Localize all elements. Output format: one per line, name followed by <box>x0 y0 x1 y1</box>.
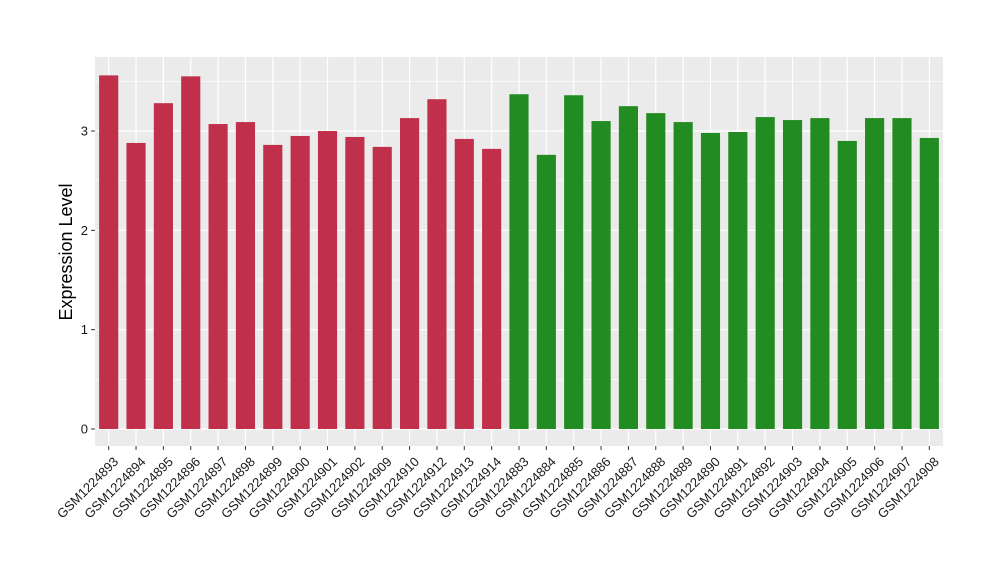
bar-GSM1224886 <box>591 121 611 430</box>
bar-GSM1224898 <box>235 122 256 429</box>
bar-GSM1224890 <box>700 132 721 429</box>
bar-GSM1224901 <box>317 131 338 429</box>
y-axis: 0 1 2 3 <box>81 124 95 437</box>
y-tick-label: 0 <box>81 422 88 437</box>
bar-GSM1224914 <box>482 148 502 429</box>
y-tick-label: 3 <box>81 124 88 139</box>
bar-GSM1224892 <box>755 117 775 430</box>
bar-GSM1224893 <box>99 75 119 429</box>
bar-GSM1224905 <box>837 140 857 429</box>
bar-GSM1224887 <box>618 106 638 430</box>
bar-GSM1224899 <box>263 144 283 429</box>
bar-GSM1224906 <box>865 118 885 429</box>
bar-GSM1224891 <box>728 131 748 429</box>
bar-GSM1224907 <box>892 118 912 429</box>
bar-GSM1224910 <box>400 118 420 429</box>
bar-GSM1224900 <box>290 135 310 429</box>
bar-GSM1224903 <box>782 120 803 429</box>
bar-GSM1224912 <box>427 99 447 430</box>
bar-GSM1224902 <box>345 136 365 429</box>
bar-GSM1224908 <box>919 137 939 429</box>
y-tick-label: 1 <box>81 322 88 337</box>
bar-GSM1224904 <box>810 118 830 429</box>
bar-GSM1224894 <box>126 142 146 430</box>
bar-GSM1224884 <box>536 154 556 429</box>
x-axis: GSM1224893GSM1224894GSM1224895GSM1224896… <box>54 446 942 521</box>
bar-GSM1224909 <box>372 146 392 430</box>
bar-GSM1224888 <box>646 113 666 430</box>
y-axis-label: Expression Level <box>56 183 76 320</box>
bar-GSM1224883 <box>509 94 529 429</box>
y-tick-label: 2 <box>81 223 88 238</box>
bars-group <box>99 75 939 430</box>
bar-GSM1224896 <box>181 76 201 429</box>
bar-GSM1224885 <box>564 95 584 430</box>
bar-GSM1224897 <box>208 124 228 430</box>
bar-GSM1224889 <box>673 122 693 429</box>
bar-GSM1224895 <box>153 103 173 429</box>
bar-GSM1224913 <box>454 138 474 430</box>
